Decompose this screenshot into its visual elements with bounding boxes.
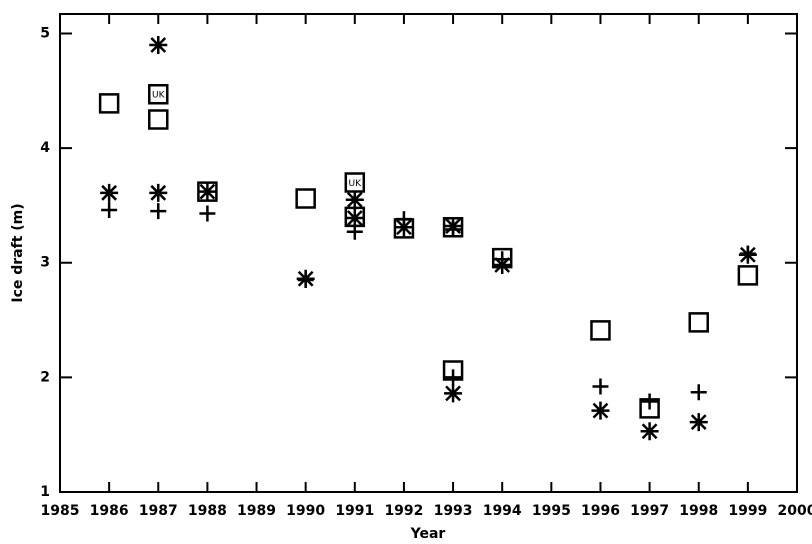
y-tick-label: 1 xyxy=(40,484,50,500)
marker-plus xyxy=(150,203,167,220)
marker-asterisk xyxy=(394,218,413,237)
marker-asterisk xyxy=(296,269,315,288)
annotation: UK xyxy=(152,91,166,101)
plot-frame xyxy=(59,13,798,493)
annotation: UK xyxy=(349,179,363,189)
marker-square xyxy=(590,320,611,341)
marker-square xyxy=(344,206,366,228)
x-tick-label: 1997 xyxy=(630,503,669,519)
marker-asterisk xyxy=(493,256,512,275)
x-axis-label: Year xyxy=(410,526,446,542)
marker-asterisk xyxy=(640,422,659,441)
y-tick-label: 2 xyxy=(40,369,50,385)
marker-plus xyxy=(592,378,609,395)
marker-asterisk xyxy=(591,401,610,420)
marker-asterisk xyxy=(149,183,168,202)
y-tick-label: 3 xyxy=(40,255,50,271)
marker-asterisk xyxy=(444,217,463,236)
x-tick-label: 1998 xyxy=(679,503,718,519)
marker-plus xyxy=(101,202,118,219)
marker-square xyxy=(639,398,660,419)
x-tick-label: 1995 xyxy=(532,503,571,519)
marker-square xyxy=(197,181,218,202)
marker-plus xyxy=(199,205,216,222)
marker-square xyxy=(295,188,316,209)
marker-plus xyxy=(690,384,707,401)
x-tick-label: 1991 xyxy=(335,503,374,519)
marker-asterisk xyxy=(444,384,463,403)
x-tick-label: 1999 xyxy=(728,503,767,519)
marker-square xyxy=(344,172,366,193)
marker-asterisk xyxy=(149,35,168,54)
marker-plus xyxy=(641,393,658,410)
marker-asterisk xyxy=(100,183,119,202)
y-axis-label: Ice draft (m) xyxy=(10,203,26,302)
x-tick-label: 1986 xyxy=(90,503,129,519)
marker-square xyxy=(148,83,169,105)
marker-square xyxy=(737,265,759,286)
marker-plus xyxy=(445,369,462,386)
x-tick-label: 1992 xyxy=(384,503,423,519)
marker-asterisk xyxy=(198,182,217,201)
x-tick-label: 1994 xyxy=(483,503,522,519)
x-tick-label: 1988 xyxy=(188,503,227,519)
y-tick-label: 5 xyxy=(40,25,50,41)
marker-asterisk xyxy=(345,209,364,228)
y-tick-label: 4 xyxy=(40,140,50,156)
marker-square xyxy=(148,109,169,130)
x-tick-label: 1989 xyxy=(237,503,276,519)
marker-square xyxy=(688,312,709,333)
marker-asterisk xyxy=(738,245,757,264)
marker-square xyxy=(442,216,464,238)
x-tick-label: 1987 xyxy=(139,503,178,519)
x-tick-label: 1993 xyxy=(434,503,473,519)
marker-square xyxy=(98,93,120,114)
marker-square xyxy=(442,360,464,381)
x-tick-label: 1985 xyxy=(41,503,80,519)
marker-square xyxy=(491,247,513,269)
marker-asterisk xyxy=(345,190,364,209)
x-tick-label: 1990 xyxy=(286,503,325,519)
marker-asterisk xyxy=(689,413,708,432)
x-tick-label: 2000 xyxy=(778,503,812,519)
x-tick-label: 1996 xyxy=(581,503,620,519)
